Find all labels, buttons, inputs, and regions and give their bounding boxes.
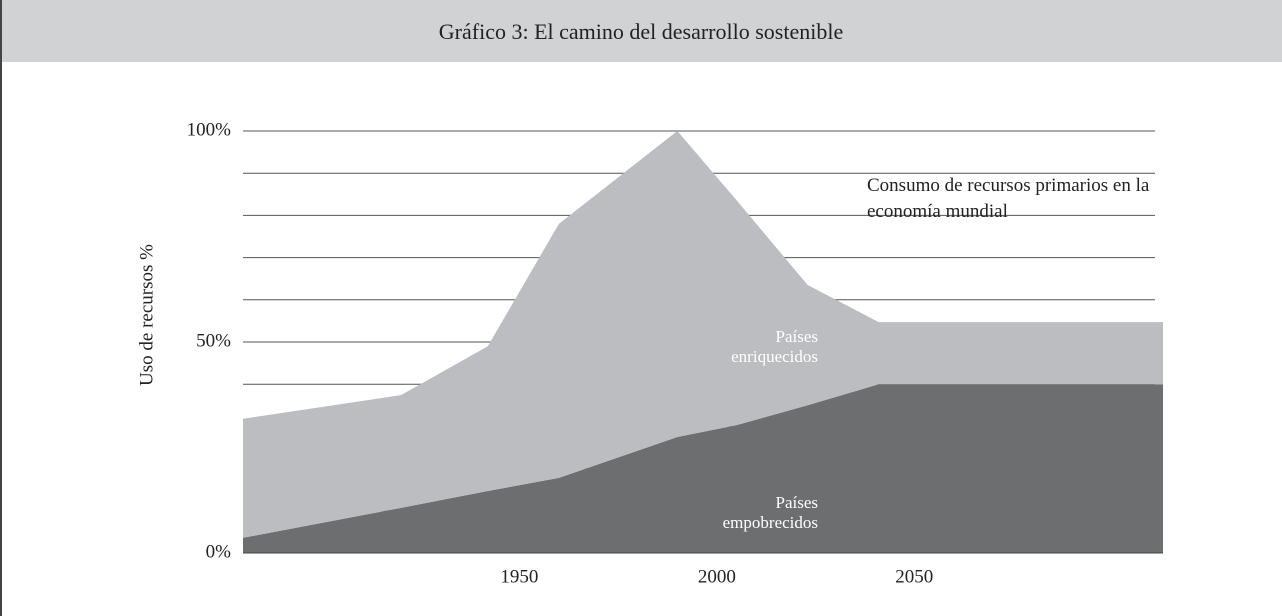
x-tick-label: 1950	[500, 566, 538, 587]
area	[243, 384, 1163, 553]
series-label: Países empobrecidos	[722, 493, 818, 532]
y-tick-label: 100%	[187, 119, 232, 140]
annotation: Consumo de recursos primarios en la econ…	[867, 175, 1150, 222]
header-band	[0, 0, 1282, 62]
x-tick-label: 2050	[895, 566, 933, 587]
y-tick-label: 0%	[206, 541, 232, 562]
series-label: Países enriquecidos	[731, 327, 818, 366]
areas	[243, 131, 1163, 553]
x-tick-label: 2000	[698, 566, 736, 587]
chart-title: Gráfico 3: El camino del desarrollo sost…	[439, 19, 843, 44]
y-tick-label: 50%	[196, 330, 231, 351]
area	[243, 131, 1163, 538]
axes: 0% 50% 100% 1950 2000 2050	[187, 119, 1163, 587]
y-axis-label: Uso de recursos %	[136, 244, 157, 386]
